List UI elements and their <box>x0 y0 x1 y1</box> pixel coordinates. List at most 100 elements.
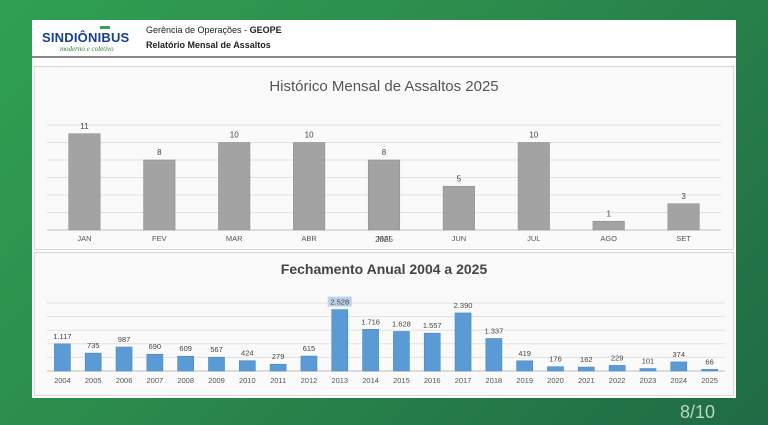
x-tick-label: 2004 <box>54 376 71 385</box>
chart-bar <box>485 338 503 372</box>
data-label: 279 <box>272 352 285 361</box>
x-tick-label: SET <box>676 234 691 243</box>
data-label: 8 <box>382 148 387 157</box>
chart-bar <box>608 365 626 372</box>
page-number: 8/10 <box>680 402 716 422</box>
chart-bar <box>367 159 401 231</box>
data-label: 735 <box>87 341 100 350</box>
data-label: 176 <box>549 355 562 364</box>
x-tick-label: 2018 <box>486 376 503 385</box>
data-label: 8 <box>157 148 162 157</box>
x-tick-label: 2014 <box>362 376 379 385</box>
x-tick-label: JUL <box>527 234 540 243</box>
x-tick-label: AGO <box>600 234 617 243</box>
chart-bar <box>393 331 410 372</box>
x-tick-label: 2010 <box>239 376 256 385</box>
x-tick-label: MAR <box>226 234 243 243</box>
logo-text: SINDIÔNIBUS <box>42 30 130 45</box>
x-tick-label: 2015 <box>393 376 410 385</box>
chart-bar <box>442 185 475 231</box>
x-tick-label: 2022 <box>609 376 626 385</box>
chart-bar <box>84 352 102 372</box>
annual-chart: Fechamento Anual 2004 a 2025 1.117 2004 73… <box>47 261 725 385</box>
chart-bar <box>269 363 287 372</box>
chart-bar <box>667 203 700 231</box>
report-name: Relatório Mensal de Assaltos <box>146 40 271 50</box>
annual-chart-panel: Fechamento Anual 2004 a 2025 1.117 2004 73… <box>34 252 734 396</box>
x-tick-label: 2025 <box>701 376 718 385</box>
logo-tagline: moderno e coletivo <box>60 45 114 53</box>
data-label: 374 <box>673 350 686 359</box>
data-label: 1.716 <box>361 317 380 326</box>
chart-bar <box>239 360 256 372</box>
department-code: GEOPE <box>249 25 282 35</box>
x-tick-label: 2012 <box>301 376 318 385</box>
chart-bar <box>516 360 533 372</box>
chart-bar <box>670 361 688 372</box>
chart-bar <box>143 159 176 231</box>
data-label: 567 <box>210 345 223 354</box>
sindionibus-logo: SINDIÔNIBUS moderno e coletivo <box>42 26 142 56</box>
x-tick-label: JAN <box>77 234 91 243</box>
x-tick-label: 2024 <box>670 376 687 385</box>
monthly-chart-panel: Histórico Mensal de Assaltos 2025 2025 1… <box>34 66 734 250</box>
data-label: 101 <box>642 357 655 366</box>
x-tick-label: ABR <box>301 234 317 243</box>
data-label: 615 <box>303 344 316 353</box>
data-label: 987 <box>118 335 131 344</box>
chart-bar <box>54 343 71 372</box>
chart-bar <box>592 220 625 231</box>
x-tick-label: 2011 <box>270 376 286 385</box>
data-label: 3 <box>681 192 686 201</box>
data-label: 229 <box>611 353 624 362</box>
data-label-highlight <box>327 296 352 307</box>
annual-chart-title: Fechamento Anual 2004 a 2025 <box>281 261 488 277</box>
x-tick-label: FEV <box>152 234 167 243</box>
chart-bar <box>115 346 133 372</box>
data-label: 424 <box>241 349 254 358</box>
x-tick-label: 2013 <box>331 376 348 385</box>
data-label: 1 <box>606 209 611 218</box>
data-label: 11 <box>80 122 89 131</box>
x-tick-label: 2007 <box>147 376 164 385</box>
data-label: 10 <box>529 131 538 140</box>
x-tick-label: 2006 <box>116 376 133 385</box>
data-label: 1.337 <box>484 327 503 336</box>
chart-bar <box>362 329 379 372</box>
x-tick-label: 2023 <box>640 376 657 385</box>
data-label: 10 <box>305 131 314 140</box>
chart-bar <box>578 366 595 372</box>
data-label: 1.557 <box>423 321 442 330</box>
logo-accent <box>100 26 110 29</box>
chart-bar <box>300 355 318 372</box>
chart-bar <box>293 142 326 231</box>
data-label: 419 <box>518 349 531 358</box>
chart-bar <box>146 353 164 372</box>
x-tick-label: 2016 <box>424 376 441 385</box>
monthly-chart-xlabel: 2025 <box>375 235 393 244</box>
chart-bar <box>68 133 101 231</box>
x-tick-label: 2021 <box>578 376 595 385</box>
x-tick-label: 2009 <box>208 376 225 385</box>
data-label: 10 <box>230 131 239 140</box>
chart-bar <box>218 142 251 231</box>
data-label: 609 <box>179 344 192 353</box>
x-tick-label: JUN <box>452 234 467 243</box>
data-label: 2.390 <box>454 301 473 310</box>
report-header: SINDIÔNIBUS moderno e coletivo Gerência … <box>32 20 736 60</box>
monthly-chart-title: Histórico Mensal de Assaltos 2025 <box>269 78 498 95</box>
chart-bar <box>423 332 441 372</box>
chart-bar <box>517 142 550 231</box>
department-name: Gerência de Operações - <box>146 25 250 35</box>
x-tick-label: 2020 <box>547 376 564 385</box>
data-label: 5 <box>457 174 462 183</box>
chart-bar <box>454 312 472 372</box>
department-line: Gerência de Operações - GEOPE <box>146 25 282 35</box>
chart-bar <box>177 355 194 372</box>
chart-bar <box>701 369 718 372</box>
x-tick-label: 2019 <box>516 376 533 385</box>
x-tick-label: 2008 <box>177 376 194 385</box>
chart-bar <box>208 356 225 372</box>
chart-bar <box>331 309 349 372</box>
data-label: 2.528 <box>330 298 349 307</box>
